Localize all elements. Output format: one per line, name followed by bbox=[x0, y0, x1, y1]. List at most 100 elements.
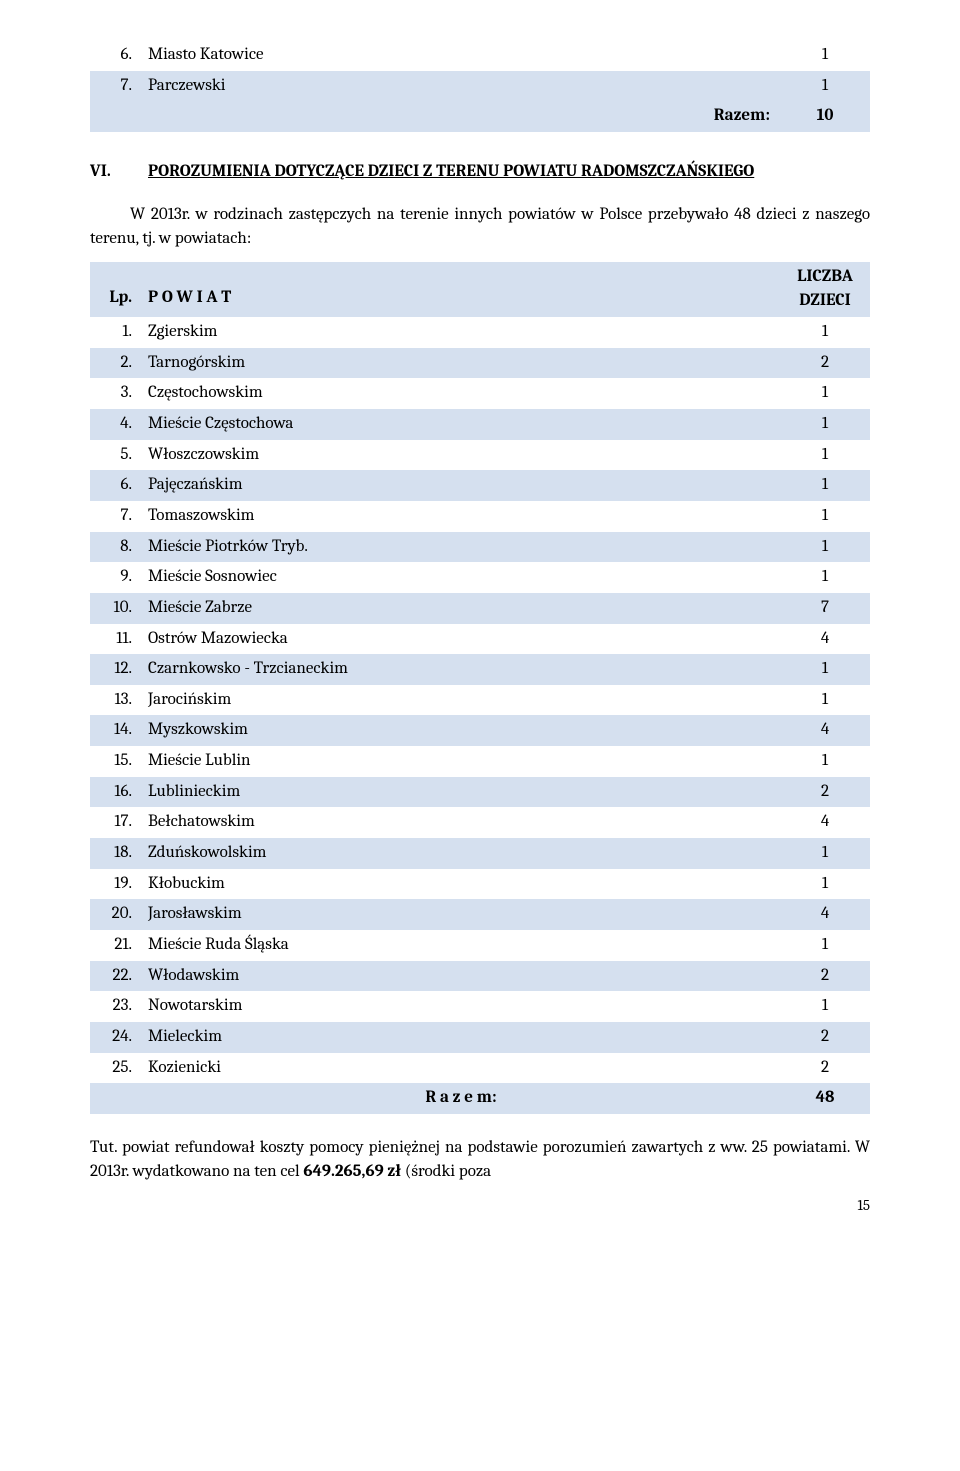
row-value: 1 bbox=[780, 317, 870, 348]
row-num: 19. bbox=[90, 869, 142, 900]
table-row: 24.Mieleckim2 bbox=[90, 1022, 870, 1053]
table-row: 22.Włodawskim2 bbox=[90, 961, 870, 992]
total-label: Razem: bbox=[142, 101, 780, 132]
row-label: Parczewski bbox=[142, 71, 780, 102]
row-num: 3. bbox=[90, 378, 142, 409]
row-num: 23. bbox=[90, 991, 142, 1022]
table-row: 17.Bełchatowskim4 bbox=[90, 807, 870, 838]
row-label: Kozienicki bbox=[142, 1053, 780, 1084]
table-row: 7.Parczewski1 bbox=[90, 71, 870, 102]
table-row: 21.Mieście Ruda Śląska1 bbox=[90, 930, 870, 961]
table-row: 2.Tarnogórskim2 bbox=[90, 348, 870, 379]
row-value: 1 bbox=[780, 930, 870, 961]
row-num: 1. bbox=[90, 317, 142, 348]
row-label: Bełchatowskim bbox=[142, 807, 780, 838]
table-row: 7.Tomaszowskim1 bbox=[90, 501, 870, 532]
row-num: 18. bbox=[90, 838, 142, 869]
total-row: R a z e m:48 bbox=[90, 1083, 870, 1114]
row-num: 7. bbox=[90, 71, 142, 102]
table-row: 23.Nowotarskim1 bbox=[90, 991, 870, 1022]
table-row: 19.Kłobuckim1 bbox=[90, 869, 870, 900]
row-num: 16. bbox=[90, 777, 142, 808]
row-value: 1 bbox=[780, 562, 870, 593]
header-powiat: P O W I A T bbox=[142, 262, 780, 317]
table-row: 18.Zduńskowolskim1 bbox=[90, 838, 870, 869]
row-value: 4 bbox=[780, 715, 870, 746]
row-num: 13. bbox=[90, 685, 142, 716]
section-title: POROZUMIENIA DOTYCZĄCE DZIECI Z TERENU P… bbox=[148, 160, 754, 185]
row-value: 1 bbox=[780, 470, 870, 501]
row-value: 1 bbox=[780, 501, 870, 532]
page-number: 15 bbox=[90, 1195, 870, 1217]
row-num: 7. bbox=[90, 501, 142, 532]
row-num: 6. bbox=[90, 40, 142, 71]
row-num: 8. bbox=[90, 532, 142, 563]
row-num: 21. bbox=[90, 930, 142, 961]
row-label: Mieście Sosnowiec bbox=[142, 562, 780, 593]
table-row: 12.Czarnkowsko - Trzcianeckim1 bbox=[90, 654, 870, 685]
section-roman: VI. bbox=[90, 160, 148, 185]
row-value: 1 bbox=[780, 40, 870, 71]
table-row: 1.Zgierskim1 bbox=[90, 317, 870, 348]
row-label: Mieleckim bbox=[142, 1022, 780, 1053]
table-row: 11.Ostrów Mazowiecka4 bbox=[90, 624, 870, 655]
row-num: 22. bbox=[90, 961, 142, 992]
row-value: 1 bbox=[780, 654, 870, 685]
table-row: 10.Mieście Zabrze7 bbox=[90, 593, 870, 624]
row-value: 4 bbox=[780, 624, 870, 655]
table-row: 9.Mieście Sosnowiec1 bbox=[90, 562, 870, 593]
row-label: Mieście Piotrków Tryb. bbox=[142, 532, 780, 563]
total-label: R a z e m: bbox=[142, 1083, 780, 1114]
table-row: 13.Jarocińskim1 bbox=[90, 685, 870, 716]
total-value: 10 bbox=[780, 101, 870, 132]
row-label: Lublinieckim bbox=[142, 777, 780, 808]
row-value: 2 bbox=[780, 777, 870, 808]
header-lp: Lp. bbox=[90, 262, 142, 317]
section-heading: VI. POROZUMIENIA DOTYCZĄCE DZIECI Z TERE… bbox=[90, 160, 870, 185]
table-row: 4.Mieście Częstochowa1 bbox=[90, 409, 870, 440]
row-label: Pajęczańskim bbox=[142, 470, 780, 501]
intro-paragraph: W 2013r. w rodzinach zastępczych na tere… bbox=[90, 203, 870, 252]
row-num: 15. bbox=[90, 746, 142, 777]
row-num: 24. bbox=[90, 1022, 142, 1053]
row-value: 2 bbox=[780, 1053, 870, 1084]
row-value: 1 bbox=[780, 440, 870, 471]
row-value: 1 bbox=[780, 869, 870, 900]
row-label: Jarocińskim bbox=[142, 685, 780, 716]
row-value: 1 bbox=[780, 991, 870, 1022]
row-num: 2. bbox=[90, 348, 142, 379]
row-num: 5. bbox=[90, 440, 142, 471]
row-label: Nowotarskim bbox=[142, 991, 780, 1022]
row-label: Częstochowskim bbox=[142, 378, 780, 409]
total-value: 48 bbox=[780, 1083, 870, 1114]
row-num: 25. bbox=[90, 1053, 142, 1084]
row-value: 2 bbox=[780, 348, 870, 379]
row-value: 1 bbox=[780, 409, 870, 440]
row-label: Czarnkowsko - Trzcianeckim bbox=[142, 654, 780, 685]
bottom-bold: 649.265,69 zł bbox=[303, 1162, 401, 1181]
row-label: Włoszczowskim bbox=[142, 440, 780, 471]
table-row: 14.Myszkowskim4 bbox=[90, 715, 870, 746]
row-value: 2 bbox=[780, 1022, 870, 1053]
row-value: 1 bbox=[780, 378, 870, 409]
table-row: 3.Częstochowskim1 bbox=[90, 378, 870, 409]
row-label: Kłobuckim bbox=[142, 869, 780, 900]
row-label: Zduńskowolskim bbox=[142, 838, 780, 869]
row-value: 1 bbox=[780, 746, 870, 777]
row-value: 7 bbox=[780, 593, 870, 624]
total-row: Razem:10 bbox=[90, 101, 870, 132]
header-liczba: LICZBA DZIECI bbox=[780, 262, 870, 317]
row-value: 4 bbox=[780, 899, 870, 930]
table-row: 6.Miasto Katowice1 bbox=[90, 40, 870, 71]
row-num: 11. bbox=[90, 624, 142, 655]
table-row: 8.Mieście Piotrków Tryb.1 bbox=[90, 532, 870, 563]
table-row: 6.Pajęczańskim1 bbox=[90, 470, 870, 501]
row-num: 17. bbox=[90, 807, 142, 838]
row-num: 20. bbox=[90, 899, 142, 930]
row-label: Ostrów Mazowiecka bbox=[142, 624, 780, 655]
row-value: 1 bbox=[780, 71, 870, 102]
row-num: 14. bbox=[90, 715, 142, 746]
row-value: 2 bbox=[780, 961, 870, 992]
row-value: 1 bbox=[780, 532, 870, 563]
row-label: Tomaszowskim bbox=[142, 501, 780, 532]
